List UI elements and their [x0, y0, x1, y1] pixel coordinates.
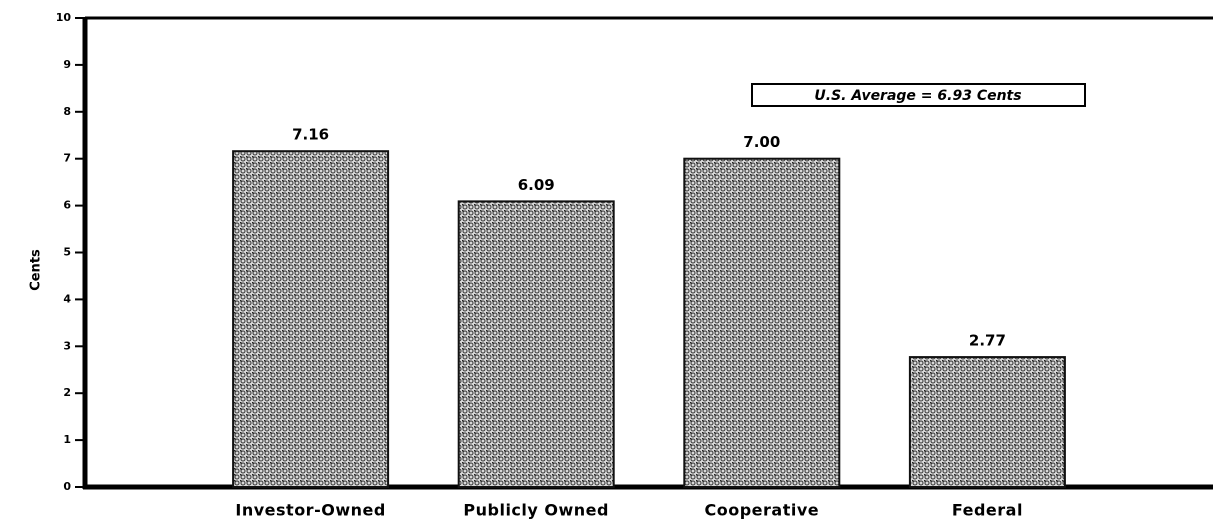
- value-label: 2.77: [969, 332, 1006, 350]
- y-tick-label: 6: [63, 199, 71, 212]
- x-tick-label: Cooperative: [704, 501, 819, 520]
- y-axis-label: Cents: [29, 249, 44, 291]
- value-label: 7.00: [743, 133, 780, 151]
- y-tick-label: 2: [63, 386, 71, 399]
- x-tick-label: Federal: [952, 501, 1023, 520]
- bar: [457, 200, 615, 488]
- value-label: 7.16: [292, 126, 329, 144]
- x-tick-label: Publicly Owned: [463, 501, 609, 520]
- y-tick-label: 7: [63, 152, 71, 165]
- y-tick-label: 3: [63, 339, 71, 352]
- y-tick-label: 9: [63, 58, 71, 71]
- y-tick-label: 10: [56, 11, 72, 24]
- value-label: 6.09: [518, 176, 555, 194]
- annotation: U.S. Average = 6.93 Cents: [814, 88, 1021, 104]
- y-tick-label: 8: [63, 105, 71, 118]
- y-tick-label: 4: [63, 292, 71, 305]
- bar: [683, 157, 841, 488]
- x-tick-label: Investor-Owned: [235, 501, 385, 520]
- annotation-box: [751, 83, 1086, 107]
- y-tick-label: 0: [63, 480, 71, 493]
- y-tick-label: 5: [63, 246, 71, 259]
- bar: [908, 356, 1066, 488]
- y-tick-label: 1: [63, 433, 71, 446]
- bar: [232, 150, 390, 488]
